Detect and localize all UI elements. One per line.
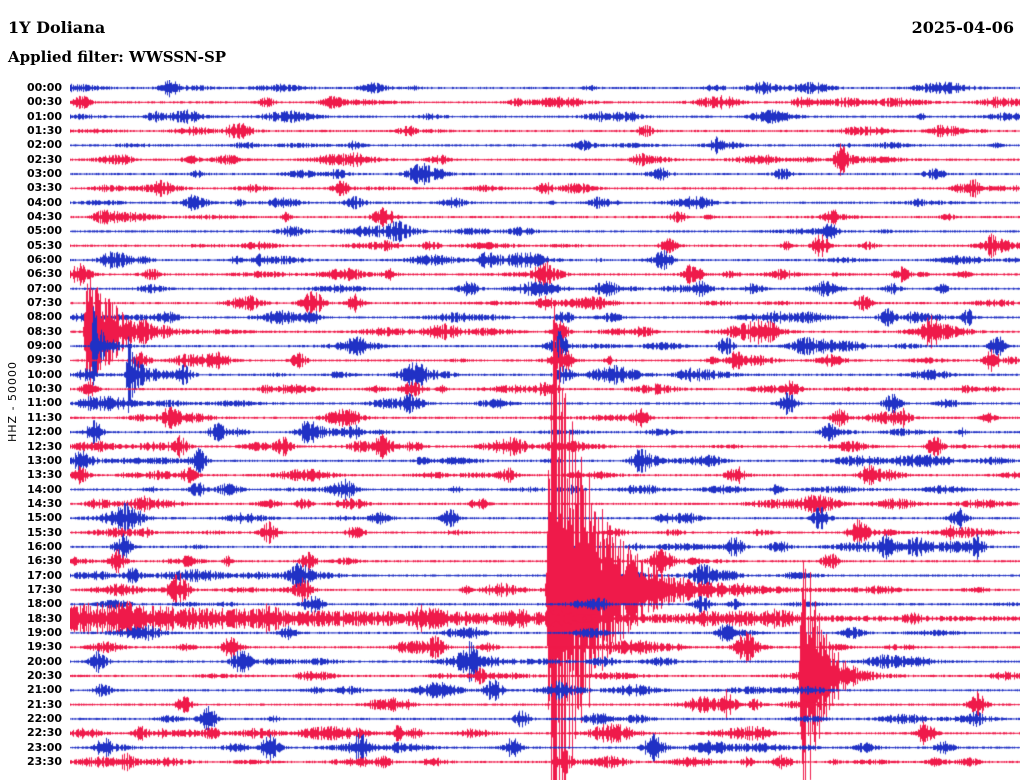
time-label: 04:30 — [26, 210, 62, 224]
time-label: 06:00 — [26, 253, 62, 267]
time-label: 09:30 — [26, 353, 62, 367]
time-label: 13:00 — [26, 453, 62, 467]
time-label: 21:30 — [26, 697, 62, 711]
time-label: 19:00 — [26, 625, 62, 639]
filter-label: Applied filter: WWSSN-SP — [8, 48, 227, 66]
time-label: 12:00 — [26, 425, 62, 439]
time-label: 00:00 — [26, 81, 62, 94]
seismogram-canvas — [70, 80, 1020, 780]
time-label: 11:30 — [26, 410, 62, 424]
time-label: 08:30 — [26, 324, 62, 338]
time-label: 03:30 — [26, 181, 62, 195]
time-label: 00:30 — [26, 95, 62, 109]
time-label: 07:30 — [26, 296, 62, 310]
time-label: 22:00 — [26, 711, 62, 725]
time-label: 16:00 — [26, 539, 62, 553]
time-label: 13:30 — [26, 468, 62, 482]
time-label: 17:00 — [26, 568, 62, 582]
time-label: 11:00 — [26, 396, 62, 410]
time-label: 20:00 — [26, 654, 62, 668]
time-label: 04:00 — [26, 195, 62, 209]
station-title: 1Y Doliana — [8, 18, 106, 37]
time-label: 07:00 — [26, 281, 62, 295]
date-label: 2025-04-06 — [911, 18, 1014, 37]
time-label: 12:30 — [26, 439, 62, 453]
time-label: 09:00 — [26, 339, 62, 353]
time-label: 05:30 — [26, 238, 62, 252]
time-label: 22:30 — [26, 726, 62, 740]
time-label: 14:00 — [26, 482, 62, 496]
time-label: 18:30 — [26, 611, 62, 625]
time-label: 06:30 — [26, 267, 62, 281]
time-label: 18:00 — [26, 597, 62, 611]
time-label: 01:30 — [26, 124, 62, 138]
time-label: 21:00 — [26, 683, 62, 697]
time-label: 01:00 — [26, 109, 62, 123]
time-label: 15:00 — [26, 511, 62, 525]
time-label: 08:00 — [26, 310, 62, 324]
time-label: 03:00 — [26, 167, 62, 181]
time-label: 02:30 — [26, 152, 62, 166]
time-label: 23:00 — [26, 740, 62, 754]
time-label: 16:30 — [26, 554, 62, 568]
time-label: 17:30 — [26, 582, 62, 596]
time-label: 02:00 — [26, 138, 62, 152]
time-label: 10:30 — [26, 382, 62, 396]
time-label: 05:00 — [26, 224, 62, 238]
time-label: 15:30 — [26, 525, 62, 539]
time-label: 19:30 — [26, 640, 62, 654]
time-label: 20:30 — [26, 668, 62, 682]
time-label: 23:30 — [26, 754, 62, 768]
time-label: 14:30 — [26, 496, 62, 510]
time-label: 10:00 — [26, 367, 62, 381]
